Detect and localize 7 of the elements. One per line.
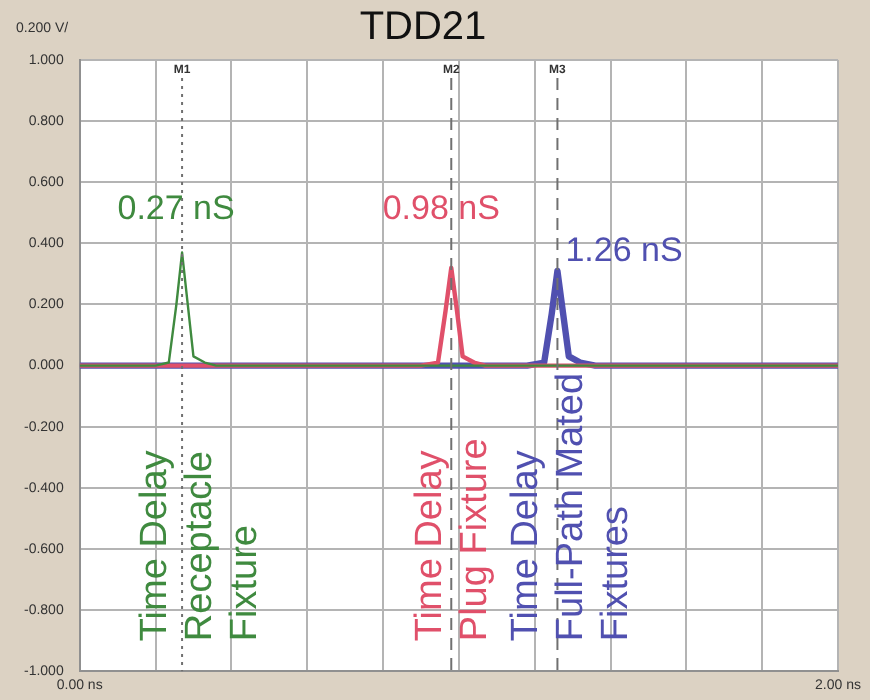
annotation: Time Delay Full-Path Mated Fixtures bbox=[504, 372, 637, 642]
annotation: 0.98 nS bbox=[382, 189, 500, 228]
annotation: 1.26 nS bbox=[565, 231, 683, 270]
annotation: Time Delay Plug Fixture bbox=[409, 438, 497, 642]
annotation: Time Delay Receptacle Fixture bbox=[133, 449, 266, 642]
annotation: 0.27 nS bbox=[117, 189, 235, 228]
chart-title: TDD21 bbox=[359, 5, 487, 50]
